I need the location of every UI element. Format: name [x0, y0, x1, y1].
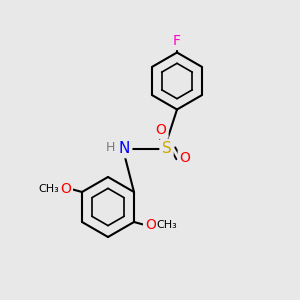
Text: H: H — [106, 141, 115, 154]
Text: F: F — [173, 34, 181, 48]
Text: N: N — [119, 141, 130, 156]
Text: O: O — [145, 218, 156, 232]
Text: S: S — [162, 141, 171, 156]
Text: CH₃: CH₃ — [39, 184, 59, 194]
Text: O: O — [156, 123, 167, 137]
Text: O: O — [60, 182, 71, 196]
Text: O: O — [180, 151, 190, 165]
Text: CH₃: CH₃ — [157, 220, 177, 230]
